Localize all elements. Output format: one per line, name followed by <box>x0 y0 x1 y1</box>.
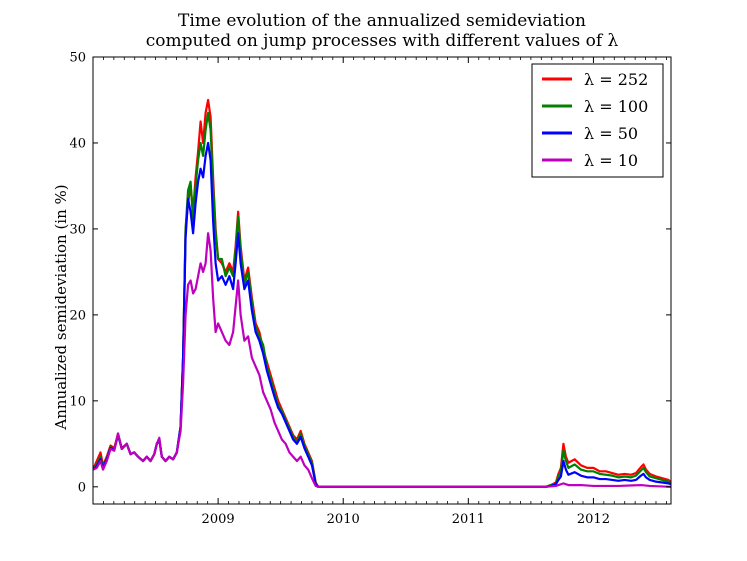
plot-frame <box>92 56 672 505</box>
chart-title-line-2: computed on jump processes with differen… <box>146 31 619 51</box>
legend: λ = 252 λ = 100 λ = 50 λ = 10 <box>531 63 664 178</box>
chart-title-line-1: Time evolution of the annualized semidev… <box>178 11 586 31</box>
y-axis-label: Annualized semideviation (in %) <box>52 184 70 430</box>
series-line-4 <box>93 232 671 488</box>
chart-title: Time evolution of the annualized semidev… <box>146 11 619 51</box>
x-tick-label: 2009 <box>202 512 235 527</box>
y-tick-label: 40 <box>69 136 86 151</box>
y-tick-label: 30 <box>69 222 86 237</box>
x-axis-ticks: 2009 2010 2011 2012 <box>103 57 667 527</box>
y-tick-label: 20 <box>69 308 86 323</box>
y-tick-label: 50 <box>69 51 86 66</box>
legend-label-2: λ = 100 <box>584 97 648 116</box>
legend-box <box>531 63 664 178</box>
y-tick-label: 0 <box>78 480 86 495</box>
legend-label-3: λ = 50 <box>584 124 638 143</box>
x-tick-label: 2011 <box>452 512 485 527</box>
legend-label-1: λ = 252 <box>584 70 648 89</box>
y-axis-ticks: 0 10 20 30 40 50 <box>69 51 671 495</box>
x-tick-label: 2010 <box>327 512 360 527</box>
x-tick-label: 2012 <box>577 512 610 527</box>
legend-label-4: λ = 10 <box>584 151 638 170</box>
series-lines <box>93 98 671 488</box>
y-tick-label: 10 <box>69 394 86 409</box>
